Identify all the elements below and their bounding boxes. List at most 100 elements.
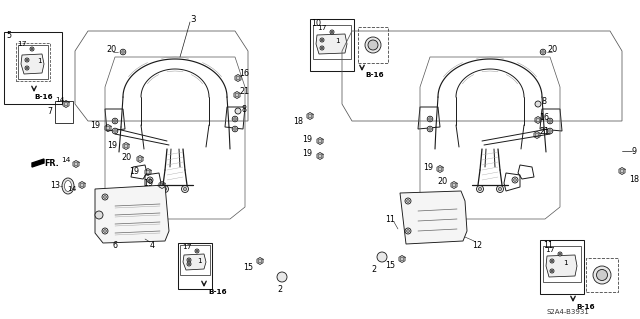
Text: S2A4-B3931: S2A4-B3931 — [547, 309, 589, 315]
Text: 16: 16 — [539, 113, 549, 122]
Polygon shape — [183, 254, 206, 270]
Circle shape — [558, 252, 562, 256]
Circle shape — [429, 118, 431, 120]
Text: 14: 14 — [55, 97, 65, 103]
Circle shape — [148, 179, 151, 181]
Text: B-16: B-16 — [365, 72, 384, 78]
Circle shape — [321, 39, 323, 41]
Text: 15: 15 — [385, 261, 395, 270]
Circle shape — [195, 249, 199, 253]
Bar — [586, 258, 618, 292]
Text: 16: 16 — [239, 70, 249, 78]
Circle shape — [182, 186, 189, 192]
Text: 14: 14 — [61, 157, 70, 163]
Circle shape — [26, 67, 28, 69]
Bar — [18, 45, 48, 79]
Polygon shape — [95, 185, 169, 243]
Circle shape — [547, 118, 553, 124]
Circle shape — [497, 186, 504, 192]
Circle shape — [406, 200, 410, 202]
Polygon shape — [316, 34, 347, 54]
Ellipse shape — [65, 181, 72, 191]
Text: 20: 20 — [106, 44, 116, 54]
Circle shape — [147, 177, 153, 183]
Bar — [55, 101, 73, 123]
Circle shape — [102, 228, 108, 234]
Text: 19: 19 — [143, 180, 153, 189]
Circle shape — [318, 139, 322, 143]
Bar — [313, 25, 351, 59]
Circle shape — [428, 116, 433, 122]
Circle shape — [535, 101, 541, 107]
Text: 1: 1 — [198, 258, 202, 264]
Text: B-16: B-16 — [35, 94, 53, 100]
Circle shape — [320, 38, 324, 42]
Circle shape — [330, 30, 334, 34]
Circle shape — [112, 128, 118, 134]
Circle shape — [452, 183, 456, 187]
Circle shape — [163, 188, 166, 190]
Text: 6: 6 — [113, 241, 118, 249]
Circle shape — [25, 66, 29, 70]
Text: 21: 21 — [539, 128, 549, 137]
Text: 8: 8 — [241, 105, 246, 114]
Circle shape — [161, 186, 168, 192]
Text: B-16: B-16 — [577, 304, 595, 310]
Text: 13: 13 — [50, 182, 60, 190]
Circle shape — [234, 128, 236, 130]
Circle shape — [318, 154, 322, 158]
Circle shape — [138, 157, 142, 161]
Circle shape — [479, 188, 481, 190]
Circle shape — [95, 211, 103, 219]
Circle shape — [559, 253, 561, 255]
Circle shape — [477, 186, 483, 192]
Text: 5: 5 — [6, 32, 11, 41]
Circle shape — [187, 258, 191, 262]
Text: 19: 19 — [302, 150, 312, 159]
Text: 10: 10 — [311, 19, 321, 27]
Circle shape — [188, 263, 190, 265]
Bar — [310, 19, 354, 71]
Circle shape — [234, 118, 236, 120]
Circle shape — [188, 259, 190, 261]
Circle shape — [277, 272, 287, 282]
Circle shape — [102, 194, 108, 200]
Circle shape — [536, 118, 540, 122]
Text: 20: 20 — [437, 177, 447, 187]
Polygon shape — [400, 191, 467, 244]
Circle shape — [550, 259, 554, 263]
Circle shape — [321, 47, 323, 49]
Text: 1: 1 — [564, 260, 568, 266]
Text: 17: 17 — [545, 247, 555, 253]
Circle shape — [540, 49, 546, 55]
Circle shape — [596, 270, 607, 280]
Text: 19: 19 — [423, 162, 433, 172]
Circle shape — [308, 114, 312, 118]
Text: 20: 20 — [547, 44, 557, 54]
Circle shape — [232, 116, 238, 122]
Circle shape — [236, 76, 240, 80]
Circle shape — [331, 31, 333, 33]
Text: 11: 11 — [543, 241, 553, 249]
Circle shape — [160, 183, 164, 187]
Bar — [358, 27, 388, 63]
Circle shape — [429, 128, 431, 130]
Circle shape — [232, 126, 238, 132]
Bar — [180, 245, 210, 275]
Circle shape — [428, 126, 433, 132]
Circle shape — [64, 102, 68, 106]
Circle shape — [406, 230, 410, 232]
Text: 17: 17 — [182, 244, 192, 250]
Polygon shape — [21, 54, 44, 74]
Ellipse shape — [62, 178, 74, 194]
Circle shape — [365, 37, 381, 53]
Circle shape — [26, 59, 28, 61]
Circle shape — [114, 130, 116, 132]
Circle shape — [30, 47, 34, 51]
Text: 2: 2 — [371, 264, 376, 273]
Text: 19: 19 — [129, 167, 139, 175]
Circle shape — [320, 46, 324, 50]
Circle shape — [25, 58, 29, 62]
Circle shape — [368, 40, 378, 50]
Circle shape — [235, 93, 239, 97]
